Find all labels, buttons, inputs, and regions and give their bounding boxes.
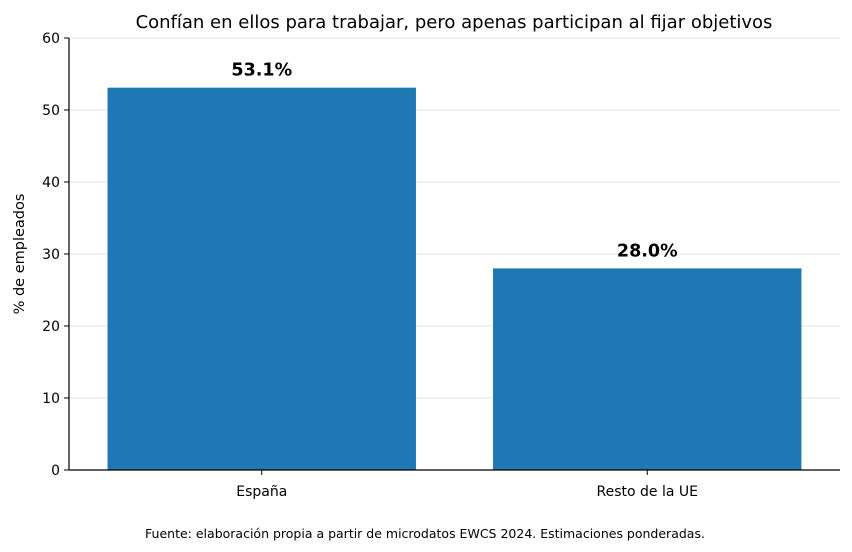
y-tick-label: 30 bbox=[42, 247, 60, 263]
y-tick-label: 60 bbox=[42, 31, 60, 47]
x-tick-label: España bbox=[236, 484, 287, 500]
bar bbox=[493, 268, 802, 470]
y-tick-label: 40 bbox=[42, 175, 60, 191]
y-axis-title: % de empleados bbox=[12, 194, 28, 315]
bar bbox=[107, 87, 416, 471]
y-tick-label: 50 bbox=[42, 103, 60, 119]
y-tick-label: 20 bbox=[42, 319, 60, 335]
chart-title: Confían en ellos para trabajar, pero ape… bbox=[136, 12, 773, 33]
y-ticks: 0 10 20 30 40 50 60 bbox=[42, 31, 69, 479]
x-ticks: España Resto de la UE bbox=[236, 470, 698, 500]
y-tick-label: 10 bbox=[42, 391, 60, 407]
source-note: Fuente: elaboración propia a partir de m… bbox=[145, 526, 705, 541]
data-labels: 53.1% 28.0% bbox=[231, 61, 677, 262]
y-tick-label: 0 bbox=[51, 463, 60, 479]
bars bbox=[107, 87, 802, 471]
x-tick-label: Resto de la UE bbox=[597, 484, 698, 500]
data-label: 53.1% bbox=[231, 61, 292, 81]
data-label: 28.0% bbox=[617, 241, 678, 261]
